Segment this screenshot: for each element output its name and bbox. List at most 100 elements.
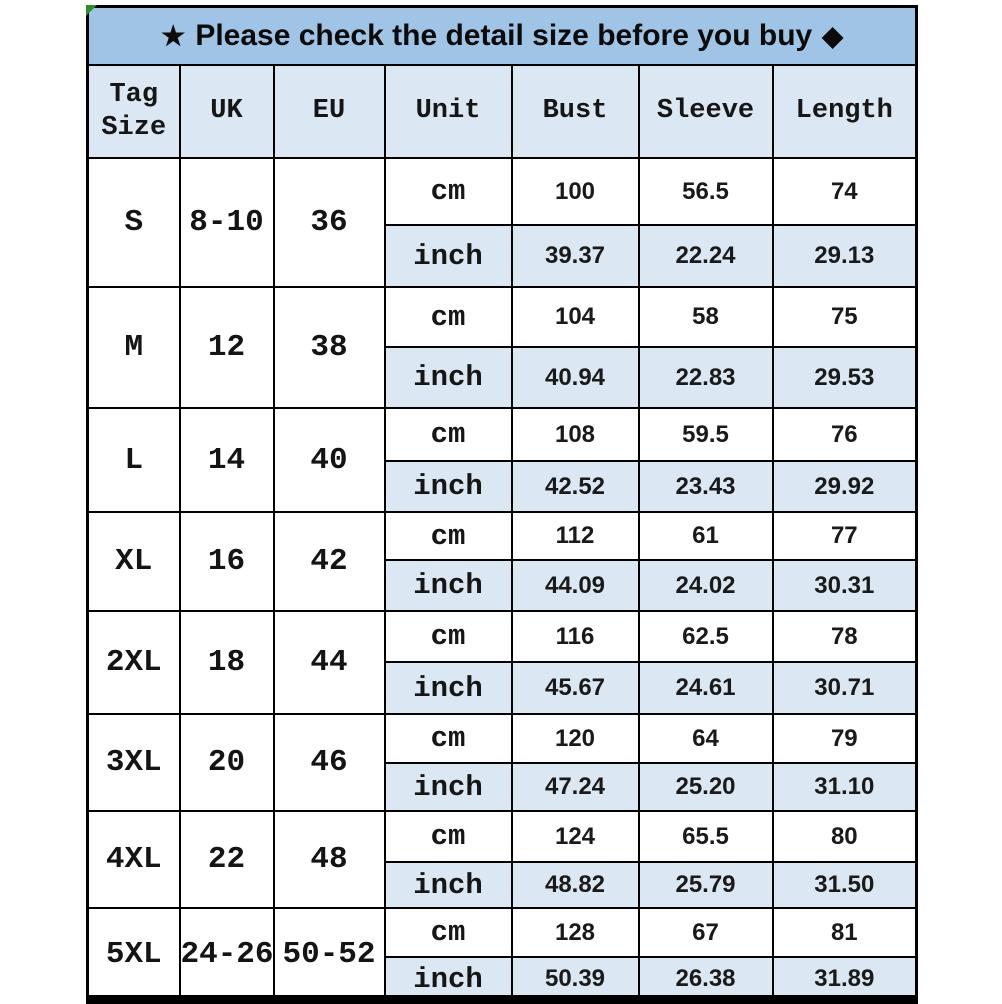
uk-value: 22 xyxy=(178,810,275,909)
uk-value: 14 xyxy=(178,407,275,513)
length-cm: 74 xyxy=(771,157,918,226)
bust-cm: 124 xyxy=(510,810,640,863)
eu-value: 36 xyxy=(272,157,386,288)
eu-value: 42 xyxy=(272,511,386,612)
length-cm: 81 xyxy=(771,907,918,958)
sleeve-inch: 22.24 xyxy=(637,224,774,288)
unit-cm-label: cm xyxy=(383,407,513,462)
row-m-cm: M 12 38 cm 104 58 75 xyxy=(86,286,918,409)
row-5xl-cm: 5XL 24-26 50-52 cm 128 67 81 xyxy=(86,907,918,1003)
bust-inch: 40.94 xyxy=(510,346,640,409)
sleeve-inch: 23.43 xyxy=(637,460,774,513)
bust-inch: 45.67 xyxy=(510,661,640,715)
sleeve-inch: 26.38 xyxy=(637,956,774,1003)
uk-value: 20 xyxy=(178,713,275,812)
unit-inch-label: inch xyxy=(383,224,513,288)
row-2xl-cm: 2XL 18 44 cm 116 62.5 78 xyxy=(86,610,918,715)
diamond-icon: ◆ xyxy=(822,21,843,51)
header-tag-size: Tag Size xyxy=(86,64,181,159)
length-cm: 76 xyxy=(771,407,918,462)
unit-inch-label: inch xyxy=(383,861,513,909)
bust-cm: 128 xyxy=(510,907,640,958)
row-l-inch: inch 42.52 23.43 29.92 xyxy=(88,460,918,513)
sleeve-cm: 64 xyxy=(637,713,774,764)
eu-value: 50-52 xyxy=(272,907,386,1003)
tag-size-value: XL xyxy=(86,511,181,612)
size-chart-table: ★ Please check the detail size before you… xyxy=(86,5,919,1004)
row-4xl-inch: inch 48.82 25.79 31.50 xyxy=(88,861,918,909)
sleeve-cm: 65.5 xyxy=(637,810,774,863)
length-inch: 29.13 xyxy=(771,224,918,288)
row-4xl-cm: 4XL 22 48 cm 124 65.5 80 xyxy=(86,810,918,909)
header-bust: Bust xyxy=(510,64,640,159)
bust-inch: 42.52 xyxy=(510,460,640,513)
sleeve-cm: 58 xyxy=(637,286,774,348)
sleeve-inch: 25.79 xyxy=(637,861,774,909)
bust-cm: 104 xyxy=(510,286,640,348)
bust-cm: 108 xyxy=(510,407,640,462)
unit-inch-label: inch xyxy=(383,661,513,715)
bust-inch: 47.24 xyxy=(510,762,640,812)
sleeve-inch: 24.61 xyxy=(637,661,774,715)
header-eu: EU xyxy=(272,64,386,159)
sleeve-inch: 24.02 xyxy=(637,559,774,612)
uk-value: 18 xyxy=(178,610,275,715)
length-cm: 77 xyxy=(771,511,918,561)
sleeve-inch: 22.83 xyxy=(637,346,774,409)
length-inch: 30.71 xyxy=(771,661,918,715)
length-inch: 29.92 xyxy=(771,460,918,513)
sleeve-cm: 56.5 xyxy=(637,157,774,226)
length-inch: 31.50 xyxy=(771,861,918,909)
bust-cm: 120 xyxy=(510,713,640,764)
star-icon: ★ xyxy=(161,21,186,51)
length-cm: 75 xyxy=(771,286,918,348)
sleeve-cm: 59.5 xyxy=(637,407,774,462)
row-xl-cm: XL 16 42 cm 112 61 77 xyxy=(86,511,918,612)
uk-value: 16 xyxy=(178,511,275,612)
eu-value: 44 xyxy=(272,610,386,715)
header-uk: UK xyxy=(178,64,275,159)
header-unit: Unit xyxy=(383,64,513,159)
bust-cm: 100 xyxy=(510,157,640,226)
row-l-cm: L 14 40 cm 108 59.5 76 xyxy=(86,407,918,513)
unit-cm-label: cm xyxy=(383,810,513,863)
unit-cm-label: cm xyxy=(383,157,513,226)
header-length: Length xyxy=(771,64,918,159)
table-bottom-border xyxy=(86,995,915,1002)
corner-artifact-triangle xyxy=(86,5,97,16)
size-chart-container: ★ Please check the detail size before you… xyxy=(86,5,919,1004)
sleeve-inch: 25.20 xyxy=(637,762,774,812)
tag-size-value: 5XL xyxy=(86,907,181,1003)
unit-cm-label: cm xyxy=(383,610,513,663)
bust-inch: 44.09 xyxy=(510,559,640,612)
unit-cm-label: cm xyxy=(383,713,513,764)
uk-value: 12 xyxy=(178,286,275,409)
eu-value: 38 xyxy=(272,286,386,409)
row-s-inch: inch 39.37 22.24 29.13 xyxy=(88,224,918,288)
unit-inch-label: inch xyxy=(383,460,513,513)
eu-value: 48 xyxy=(272,810,386,909)
uk-value: 24-26 xyxy=(178,907,275,1003)
length-inch: 29.53 xyxy=(771,346,918,409)
bust-inch: 39.37 xyxy=(510,224,640,288)
banner-row: ★ Please check the detail size before you… xyxy=(86,5,918,66)
header-row: Tag Size UK EU Unit Bust Sleeve Length xyxy=(86,64,918,159)
bust-cm: 116 xyxy=(510,610,640,663)
row-xl-inch: inch 44.09 24.02 30.31 xyxy=(88,559,918,612)
sleeve-cm: 62.5 xyxy=(637,610,774,663)
bust-inch: 48.82 xyxy=(510,861,640,909)
row-m-inch: inch 40.94 22.83 29.53 xyxy=(88,346,918,409)
row-s-cm: S 8-10 36 cm 100 56.5 74 xyxy=(86,157,918,288)
tag-size-value: S xyxy=(86,157,181,288)
banner-text: Please check the detail size before you … xyxy=(195,19,813,52)
unit-cm-label: cm xyxy=(383,286,513,348)
length-cm: 78 xyxy=(771,610,918,663)
unit-inch-label: inch xyxy=(383,762,513,812)
bust-cm: 112 xyxy=(510,511,640,561)
header-sleeve: Sleeve xyxy=(637,64,774,159)
unit-cm-label: cm xyxy=(383,511,513,561)
unit-inch-label: inch xyxy=(383,559,513,612)
tag-size-value: 3XL xyxy=(86,713,181,812)
banner: ★ Please check the detail size before you… xyxy=(86,5,918,66)
length-cm: 79 xyxy=(771,713,918,764)
